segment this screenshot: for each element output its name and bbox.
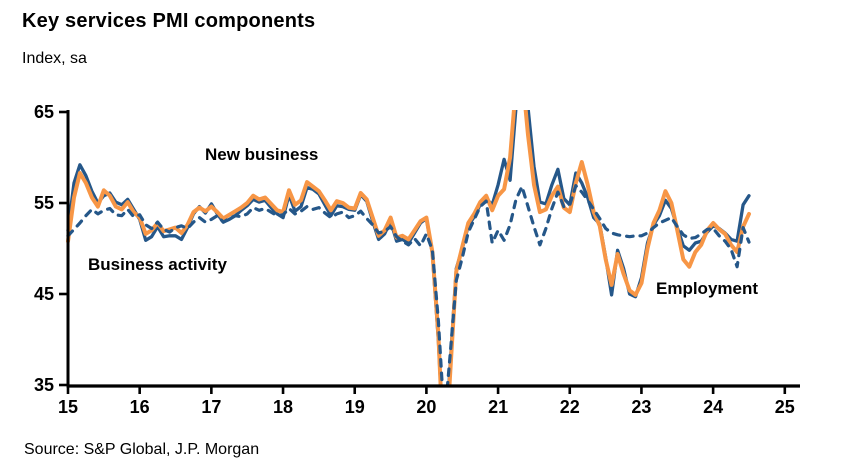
source-note: Source: S&P Global, J.P. Morgan	[24, 441, 260, 458]
series-label-new-business: New business	[205, 145, 319, 164]
series-label-employment: Employment	[656, 279, 759, 298]
chart-title: Key services PMI components	[22, 10, 316, 32]
series-label-business-activity: Business activity	[88, 255, 227, 274]
chart-subtitle: Index, sa	[22, 50, 87, 67]
